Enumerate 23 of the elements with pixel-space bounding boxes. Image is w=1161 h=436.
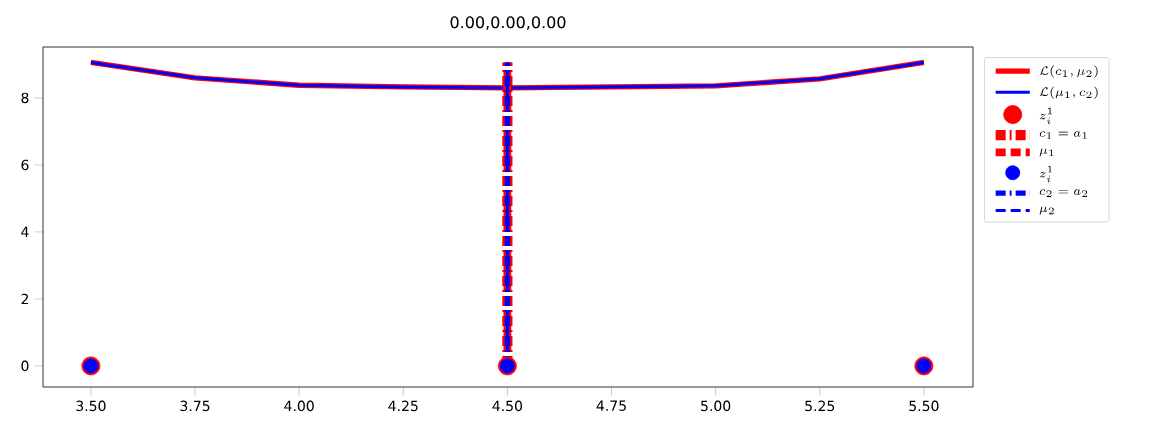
x-tick-label: 5.25 — [805, 400, 835, 412]
y-tick-label: 8 — [21, 92, 29, 104]
legend-label: $\mu_2$ — [1039, 206, 1054, 215]
x-tick-label: 4.00 — [284, 400, 314, 412]
x-tick-label: 3.50 — [76, 400, 106, 412]
legend-label: $c_1=a_1$ — [1039, 131, 1087, 139]
x-tick-label: 5.00 — [701, 400, 731, 412]
y-tick-label: 2 — [21, 293, 28, 305]
legend-label: $\mu_1$ — [1039, 148, 1054, 157]
legend-label: $z_i^1$ — [1039, 107, 1053, 125]
x-tick-label: 4.25 — [388, 400, 418, 412]
y-tick-label: 0 — [21, 360, 29, 372]
legend-label: $c_2=a_2$ — [1039, 189, 1088, 197]
x-tick-label: 3.75 — [180, 400, 210, 412]
y-tick-label: 6 — [21, 159, 29, 171]
chart-title: 0.00,0.00,0.00 — [450, 16, 566, 30]
legend-label: $z_i^1$ — [1039, 165, 1053, 183]
legend-label: $\mathcal{L}(\mu_1,c_2)$ — [1039, 86, 1098, 99]
x-tick-label: 4.75 — [596, 400, 626, 411]
legend-label: $\mathcal{L}(c_1,\mu_2)$ — [1039, 65, 1098, 78]
y-tick-label: 4 — [21, 226, 29, 238]
x-tick-label: 4.50 — [492, 400, 523, 412]
x-tick-label: 5.50 — [909, 400, 939, 412]
